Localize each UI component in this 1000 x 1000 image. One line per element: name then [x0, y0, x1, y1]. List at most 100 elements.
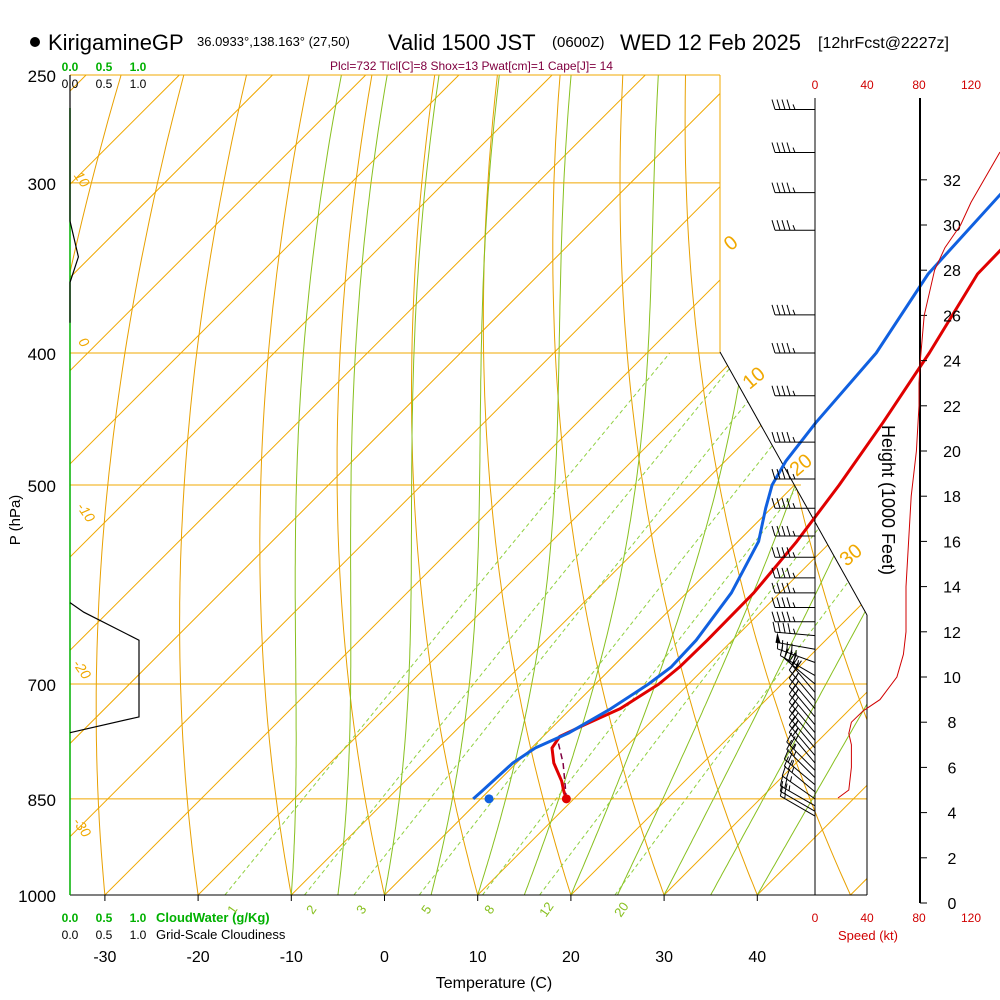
- wind-barb-flag: [776, 525, 781, 537]
- wind-barb-flag: [786, 597, 791, 608]
- wind-barb-flag: [786, 732, 793, 743]
- wind-barb-flag: [786, 385, 791, 396]
- surface-temperature-marker: [561, 794, 571, 804]
- cloudiness-scale-bottom: 1.0: [130, 928, 147, 942]
- wind-barb-flag: [792, 719, 799, 730]
- height-tick-label: 20: [943, 444, 961, 461]
- wind-barb-flag: [781, 597, 786, 608]
- forecast-info: [12hrFcst@2227z]: [818, 35, 949, 52]
- valid-time: Valid 1500 JST: [388, 30, 536, 55]
- wind-barb-staff: [788, 732, 816, 764]
- moist-adiabat-line: [384, 75, 440, 895]
- parcel-profile-line: [556, 740, 568, 799]
- wind-barb: [783, 749, 816, 786]
- height-tick-label: 16: [943, 534, 961, 551]
- wind-barb-flag: [771, 597, 776, 608]
- height-tick-label: 30: [943, 218, 961, 235]
- wind-barb-flag: [776, 498, 781, 509]
- wind-barb-flag: [776, 547, 781, 558]
- speed-scale-bottom: 120: [961, 911, 981, 925]
- wind-barb-flag: [792, 696, 799, 707]
- height-tick-label: 22: [943, 399, 961, 416]
- speed-scale-bottom: 40: [860, 911, 874, 925]
- cloud-water-profile: [69, 75, 80, 323]
- speed-scale-top: 80: [912, 78, 926, 92]
- wind-barb-flag: [786, 182, 791, 193]
- moist-adiabat-line: [290, 75, 342, 895]
- temperature-tick-label: -20: [187, 949, 210, 966]
- y-axis-title: P (hPa): [7, 495, 24, 546]
- wind-barb-flag: [791, 654, 797, 665]
- wind-barb-flag: [771, 468, 776, 480]
- wind-barb-flag: [789, 736, 796, 746]
- wind-barb-half-flag: [793, 628, 796, 635]
- wind-barb-flag: [786, 739, 793, 750]
- wind-barb-half-flag: [792, 572, 796, 579]
- wind-barb-flag: [776, 582, 781, 593]
- wind-barb: [771, 547, 815, 558]
- wind-barb-half-flag: [784, 793, 786, 799]
- wind-barb-flag: [771, 142, 776, 153]
- wind-barb-flag: [779, 780, 784, 792]
- wind-barb-flag: [786, 498, 791, 509]
- wind-barb-staff: [784, 758, 816, 786]
- wind-barb-flag: [788, 652, 796, 663]
- wind-barb-half-flag: [793, 751, 797, 757]
- wind-barb-flag: [788, 677, 796, 687]
- temperature-tick-label: 10: [469, 949, 487, 966]
- wind-barb-flag: [776, 638, 779, 649]
- cloudiness-legend: Grid-Scale Cloudiness: [156, 927, 286, 942]
- wind-barb-flag: [792, 712, 799, 722]
- wind-barb-half-flag: [792, 602, 796, 608]
- wind-barb-flag: [779, 645, 784, 656]
- wind-barb-half-flag: [792, 390, 796, 396]
- moist-adiabat-line: [337, 75, 388, 895]
- wind-barb-half-flag: [792, 347, 796, 354]
- wind-barb-flag: [771, 611, 776, 622]
- wind-barb-flag: [781, 142, 786, 153]
- mixing-ratio-line: [539, 352, 867, 895]
- wind-barb-flag: [783, 648, 789, 659]
- height-tick-label: 4: [948, 806, 957, 823]
- wind-barb-half-flag: [788, 785, 791, 791]
- isotherm-line: [663, 75, 867, 895]
- wind-barb-flag: [786, 468, 791, 480]
- wind-barb-flag: [776, 468, 781, 480]
- wind-barb-flag: [781, 431, 786, 443]
- wind-barb-flag: [781, 547, 786, 558]
- wind-barb-flag: [781, 220, 786, 231]
- wind-barb: [771, 431, 815, 443]
- wind-barb-flag: [776, 220, 781, 231]
- wind-barb-flag: [771, 547, 776, 558]
- wind-barb: [771, 99, 815, 110]
- wind-barb-flag: [771, 99, 776, 110]
- site-bullet-icon: [30, 37, 40, 47]
- wind-barb-flag: [776, 342, 781, 354]
- wind-barb-flag: [788, 669, 796, 679]
- wind-barb-flag: [786, 525, 791, 537]
- wind-barb-staff: [788, 724, 816, 756]
- cloud-water-scale-bottom: 0.0: [62, 911, 79, 925]
- wind-barb-flag: [771, 342, 776, 354]
- cloudiness-profile: [69, 602, 140, 734]
- cloud-water-scale-top: 0.0: [62, 60, 79, 74]
- cloudiness-scale-bottom: 0.5: [96, 928, 113, 942]
- wind-barb-flag: [771, 498, 776, 509]
- wind-barb-flag: [777, 622, 781, 633]
- wind-barb-flag: [782, 622, 786, 634]
- wind-barb-flag: [781, 498, 786, 509]
- valid-date: WED 12 Feb 2025: [620, 30, 801, 55]
- height-tick-label: 28: [943, 263, 961, 280]
- wind-barb: [788, 708, 816, 749]
- cloudiness-scale-top: 0.5: [96, 77, 113, 91]
- wind-barb-flag: [776, 431, 781, 443]
- speed-scale-top: 40: [860, 78, 874, 92]
- wind-barb-staff: [788, 717, 816, 749]
- wind-barb: [788, 700, 816, 741]
- wind-barb-flag: [786, 142, 791, 153]
- wind-barb: [771, 582, 815, 594]
- wind-barb-half-flag: [792, 187, 796, 193]
- pressure-tick-label: 1000: [18, 887, 56, 906]
- wind-barb-flag: [786, 611, 791, 622]
- wind-barb: [779, 780, 816, 812]
